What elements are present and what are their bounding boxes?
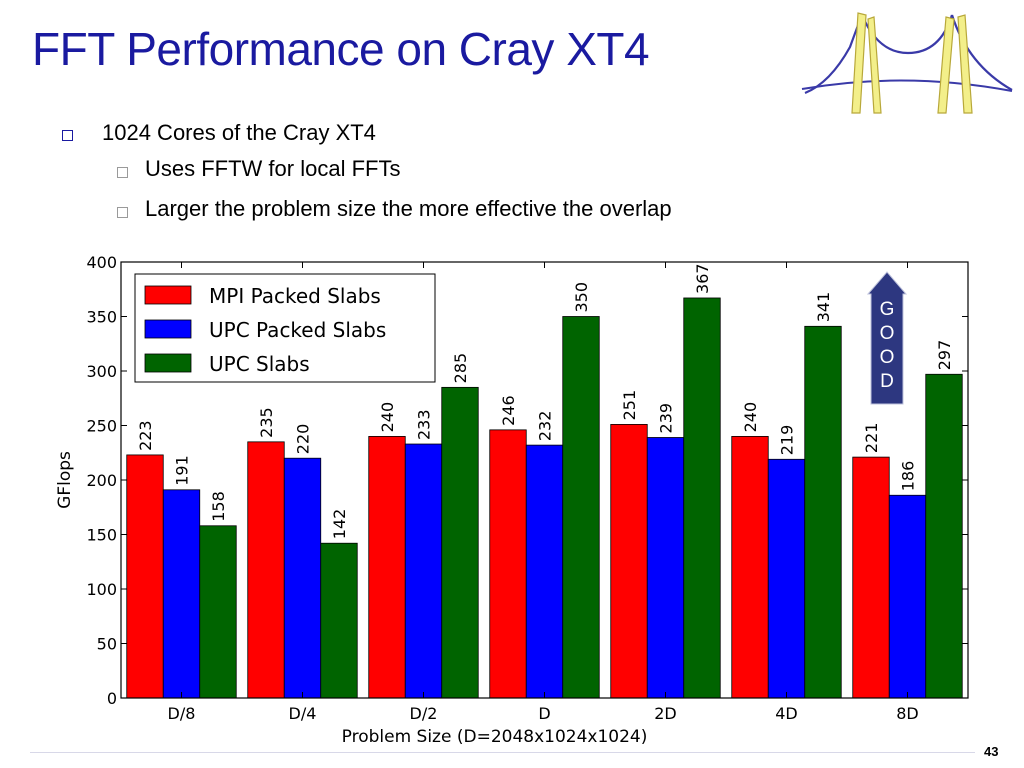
- bar-value-label: 251: [620, 390, 639, 421]
- callout-letter: D: [880, 371, 894, 392]
- bullet-text: Uses FFTW for local FFTs: [145, 156, 401, 181]
- bar-upc-packed-slabs-8d: [888, 494, 927, 699]
- bar-mpi-packed-slabs-4d: [731, 435, 769, 699]
- y-tick-label: 0: [107, 689, 117, 708]
- legend-entry-label: MPI Packed Slabs: [209, 284, 381, 308]
- bar-value-label: 246: [499, 395, 518, 426]
- y-tick-label: 50: [97, 635, 117, 654]
- x-tick-label: D/2: [410, 704, 438, 723]
- sub-bullet-item: Larger the problem size the more effecti…: [60, 194, 960, 234]
- x-tick-label: D/4: [289, 704, 317, 723]
- bar-value-label: 240: [378, 402, 397, 433]
- bar-upc-packed-slabs-d: [525, 444, 564, 699]
- bar-upc-slabs-8d: [925, 373, 963, 699]
- x-tick-label: 8D: [896, 704, 919, 723]
- x-axis-label: Problem Size (D=2048x1024x1024): [342, 727, 648, 747]
- bar-mpi-packed-slabs-2d: [610, 424, 648, 699]
- bar-upc-slabs-2d: [683, 297, 721, 699]
- bar-mpi-packed-slabs-d: [489, 429, 527, 699]
- legend-swatch: [144, 319, 192, 339]
- bullet-item: 1024 Cores of the Cray XT4: [60, 118, 960, 154]
- bar-value-label: 220: [294, 424, 313, 455]
- bar-mpi-packed-slabs-d-4: [247, 441, 285, 699]
- y-tick-label: 150: [86, 526, 117, 545]
- page-number: 43: [984, 744, 999, 759]
- x-tick-label: 4D: [775, 704, 798, 723]
- up-arrow-icon: [866, 271, 908, 405]
- bullet-text: 1024 Cores of the Cray XT4: [102, 120, 376, 145]
- bar-value-label: 232: [536, 411, 555, 442]
- y-tick-label: 200: [86, 471, 117, 490]
- legend-swatch: [144, 353, 192, 373]
- callout-letter: O: [880, 323, 895, 344]
- slide-title: FFT Performance on Cray XT4: [32, 23, 650, 75]
- bar-value-label: 297: [935, 340, 954, 371]
- y-tick-label: 350: [86, 308, 117, 327]
- bar-value-label: 223: [136, 420, 155, 451]
- y-tick-label: 300: [86, 362, 117, 381]
- bar-value-label: 367: [693, 263, 712, 294]
- legend-entry-label: UPC Slabs: [209, 352, 310, 376]
- bar-value-label: 350: [572, 282, 591, 313]
- square-bullet-icon: [117, 207, 128, 218]
- y-axis-label: GFlops: [55, 451, 75, 509]
- bullet-list: 1024 Cores of the Cray XT4 Uses FFTW for…: [60, 118, 960, 234]
- square-bullet-icon: [62, 130, 73, 141]
- bar-value-label: 191: [173, 455, 192, 486]
- bar-value-label: 142: [330, 509, 349, 540]
- bar-upc-packed-slabs-d-8: [162, 489, 201, 699]
- bar-value-label: 158: [209, 491, 228, 522]
- bar-value-label: 240: [741, 402, 760, 433]
- x-tick-label: D: [538, 704, 550, 723]
- bar-value-label: 235: [257, 407, 276, 438]
- chart-legend: MPI Packed Slabs UPC Packed Slabs UPC Slab…: [134, 273, 436, 383]
- callout-letter: G: [880, 299, 895, 320]
- bar-mpi-packed-slabs-d-2: [368, 435, 406, 699]
- x-tick-label: D/8: [168, 704, 196, 723]
- bar-value-label: 186: [899, 461, 918, 492]
- bar-value-label: 219: [778, 425, 797, 456]
- bar-upc-packed-slabs-2d: [646, 437, 685, 699]
- square-bullet-icon: [117, 167, 128, 178]
- bar-upc-slabs-d-8: [199, 525, 237, 699]
- bar-chart: 0 50 100 150 200 250 300 350 400 D/8 D/4 D/2 D 2D 4D 8D…: [48, 250, 976, 752]
- bar-upc-slabs-d-4: [320, 542, 358, 699]
- y-tick-label: 400: [86, 253, 117, 272]
- bar-value-label: 341: [814, 292, 833, 323]
- legend-entry-label: UPC Packed Slabs: [209, 318, 386, 342]
- bar-value-label: 221: [862, 423, 881, 454]
- bar-upc-packed-slabs-d-4: [283, 457, 322, 699]
- bar-mpi-packed-slabs-8d: [852, 456, 890, 699]
- sub-bullet-item: Uses FFTW for local FFTs: [60, 154, 960, 194]
- bar-upc-slabs-4d: [804, 325, 842, 699]
- bar-upc-slabs-d-2: [441, 386, 479, 699]
- bar-upc-slabs-d: [562, 316, 600, 699]
- bar-value-label: 285: [451, 353, 470, 384]
- bar-upc-packed-slabs-4d: [767, 458, 806, 699]
- bar-mpi-packed-slabs-d-8: [126, 454, 164, 699]
- bullet-text: Larger the problem size the more effecti…: [145, 196, 672, 221]
- bar-value-label: 233: [415, 409, 434, 440]
- y-tick-label: 100: [86, 580, 117, 599]
- bridge-logo-icon: [801, 12, 1013, 114]
- bar-value-label: 239: [657, 403, 676, 434]
- y-tick-label: 250: [86, 417, 117, 436]
- footer-divider: [30, 752, 975, 753]
- x-tick-label: 2D: [654, 704, 677, 723]
- legend-swatch: [144, 285, 192, 305]
- bar-upc-packed-slabs-d-2: [404, 443, 443, 699]
- callout-letter: O: [880, 347, 895, 368]
